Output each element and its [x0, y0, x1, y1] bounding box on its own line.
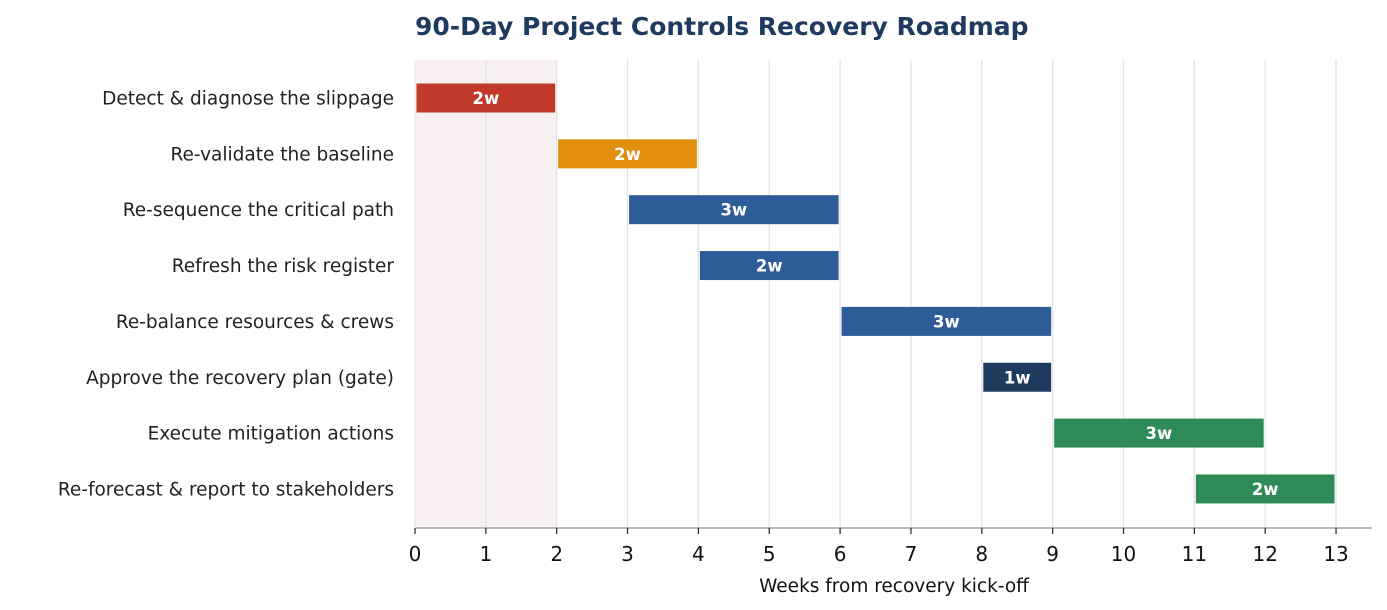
bar-duration-label: 3w	[1146, 424, 1173, 443]
task-label: Re-forecast & report to stakeholders	[58, 479, 394, 500]
x-tick-label: 13	[1323, 542, 1348, 566]
x-tick-label: 8	[975, 542, 988, 566]
bar-duration-label: 2w	[756, 257, 783, 276]
task-bar	[1054, 418, 1264, 448]
x-axis-label: Weeks from recovery kick-off	[759, 576, 1030, 597]
task-bar	[558, 139, 697, 169]
task-bar	[699, 251, 839, 281]
bar-duration-label: 3w	[933, 312, 960, 331]
x-axis-ticks: 0 1 2 3 4 5 6 7 8 9 10 11 12 13	[409, 528, 1349, 566]
x-tick-label: 5	[763, 542, 776, 566]
bar-duration-label: 2w	[472, 89, 499, 108]
x-tick-label: 6	[834, 542, 847, 566]
x-tick-label: 10	[1111, 542, 1136, 566]
task-bar	[983, 362, 1052, 392]
task-labels: Detect & diagnose the slippage Re-validat…	[58, 89, 395, 501]
task-label: Re-sequence the critical path	[123, 200, 394, 221]
grid-lines	[414, 60, 1337, 528]
x-tick-label: 11	[1182, 542, 1207, 566]
bar-duration-label: 3w	[720, 201, 747, 220]
bar-duration-label: 1w	[1004, 368, 1031, 387]
task-bar	[629, 195, 839, 225]
task-bar	[1195, 474, 1335, 504]
bar-duration-label: 2w	[614, 145, 641, 164]
x-tick-label: 1	[479, 542, 492, 566]
x-tick-label: 0	[409, 542, 422, 566]
task-label: Re-validate the baseline	[171, 144, 394, 165]
x-tick-label: 12	[1252, 542, 1277, 566]
chart-title: 90-Day Project Controls Recovery Roadmap	[415, 12, 1029, 41]
task-label: Execute mitigation actions	[148, 424, 394, 445]
x-tick-label: 4	[692, 542, 705, 566]
task-bar	[841, 306, 1052, 336]
task-label: Refresh the risk register	[172, 256, 395, 277]
x-tick-label: 7	[905, 542, 918, 566]
x-tick-label: 9	[1046, 542, 1059, 566]
x-tick-label: 2	[550, 542, 563, 566]
task-label: Detect & diagnose the slippage	[102, 89, 394, 110]
x-tick-label: 3	[621, 542, 634, 566]
bar-duration-label: 2w	[1252, 480, 1279, 499]
bars: 2w 2w 3w 2w 3w 1w 3w 2w	[416, 83, 1335, 504]
task-bar	[416, 83, 556, 113]
task-label: Approve the recovery plan (gate)	[86, 368, 394, 389]
task-label: Re-balance resources & crews	[116, 312, 394, 333]
